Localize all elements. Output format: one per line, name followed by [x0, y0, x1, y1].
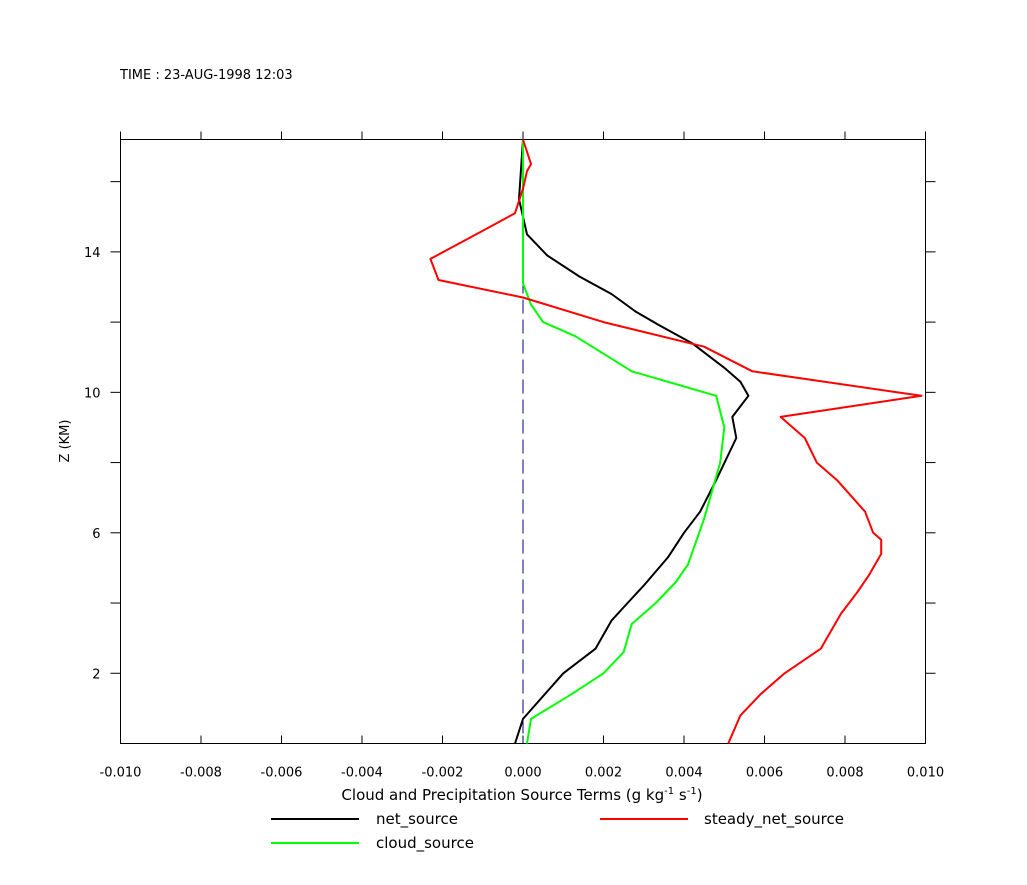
x-tick-label: -0.008 — [180, 766, 222, 781]
x-axis: -0.010 -0.008 -0.006 -0.004 -0.002 0.000 0.002… — [100, 131, 944, 781]
x-tick-label: -0.010 — [100, 766, 142, 781]
data-series — [429, 139, 923, 744]
y-tick-label: 2 — [92, 667, 100, 682]
x-axis-label: Cloud and Precipitation Source Terms (g … — [341, 786, 702, 804]
x-tick-label: 0.004 — [665, 766, 702, 781]
y-tick-label: 14 — [84, 246, 101, 261]
legend-label-steady-net-source: steady_net_source — [704, 810, 844, 829]
x-tick-label: 0.010 — [907, 766, 944, 781]
x-tick-label: -0.006 — [261, 766, 303, 781]
series-line-steady-net-source — [429, 139, 923, 744]
x-tick-label: 0.002 — [585, 766, 622, 781]
y-tick-label: 10 — [84, 386, 101, 401]
series-line-cloud-source — [522, 139, 726, 744]
time-label: TIME : 23-AUG-1998 12:03 — [119, 68, 293, 83]
x-tick-label: -0.002 — [422, 766, 464, 781]
y-axis-label: Z (KM) — [58, 420, 73, 463]
legend: net_source steady_net_source cloud_sourc… — [271, 810, 844, 853]
y-axis: 2 6 10 14 — [84, 181, 936, 682]
series-line-net-source — [514, 139, 750, 744]
legend-label-cloud-source: cloud_source — [376, 834, 474, 853]
x-tick-label: 0.000 — [504, 766, 541, 781]
x-tick-label: 0.008 — [826, 766, 863, 781]
x-tick-label: -0.004 — [341, 766, 383, 781]
x-tick-label: 0.006 — [746, 766, 783, 781]
y-tick-label: 6 — [92, 527, 100, 542]
legend-label-net-source: net_source — [376, 810, 458, 829]
